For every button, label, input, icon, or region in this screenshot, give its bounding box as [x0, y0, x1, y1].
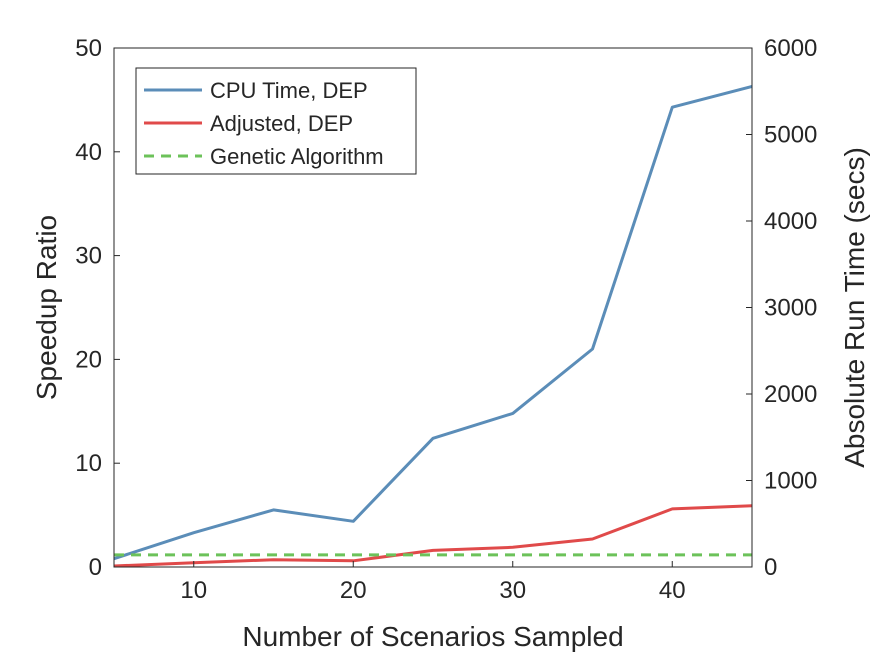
- y-right-tick-label: 3000: [764, 295, 817, 322]
- x-tick-label: 40: [659, 577, 686, 604]
- y-right-tick-label: 0: [764, 554, 777, 581]
- y-right-tick-label: 6000: [764, 35, 817, 62]
- y-left-tick-label: 30: [75, 243, 102, 270]
- ticks-layer: 10 20 30 40 0 10 20 30 40 50 0 1000 2000 3000 4000 5000…: [75, 35, 817, 604]
- y-right-tick-label: 4000: [764, 208, 817, 235]
- x-tick-label: 20: [340, 577, 367, 604]
- legend: CPU Time, DEP Adjusted, DEP Genetic Algori…: [135, 67, 417, 175]
- y-right-tick-label: 2000: [764, 381, 817, 408]
- x-tick-label: 30: [499, 577, 526, 604]
- y-left-tick-label: 20: [75, 346, 102, 373]
- x-axis-title: Number of Scenarios Sampled: [242, 621, 623, 652]
- y-left-tick-label: 40: [75, 139, 102, 166]
- series-line-2: [114, 504, 752, 567]
- y-left-tick-label: 50: [75, 35, 102, 62]
- series-line-1: [114, 84, 752, 561]
- y-left-tick-label: 10: [75, 450, 102, 477]
- y-axis-right-title: Absolute Run Time (secs): [839, 147, 870, 468]
- legend-label-3: Genetic Algorithm: [210, 144, 384, 169]
- y-left-tick-label: 0: [89, 554, 102, 581]
- y-right-tick-label: 1000: [764, 468, 817, 495]
- series-layer: [114, 84, 752, 567]
- legend-label-2: Adjusted, DEP: [210, 111, 353, 136]
- legend-label-1: CPU Time, DEP: [210, 78, 368, 103]
- legend-items: CPU Time, DEP Adjusted, DEP Genetic Algori…: [144, 78, 384, 169]
- x-tick-label: 10: [180, 577, 207, 604]
- y-right-tick-label: 5000: [764, 122, 817, 149]
- y-axis-left-title: Speedup Ratio: [31, 215, 62, 400]
